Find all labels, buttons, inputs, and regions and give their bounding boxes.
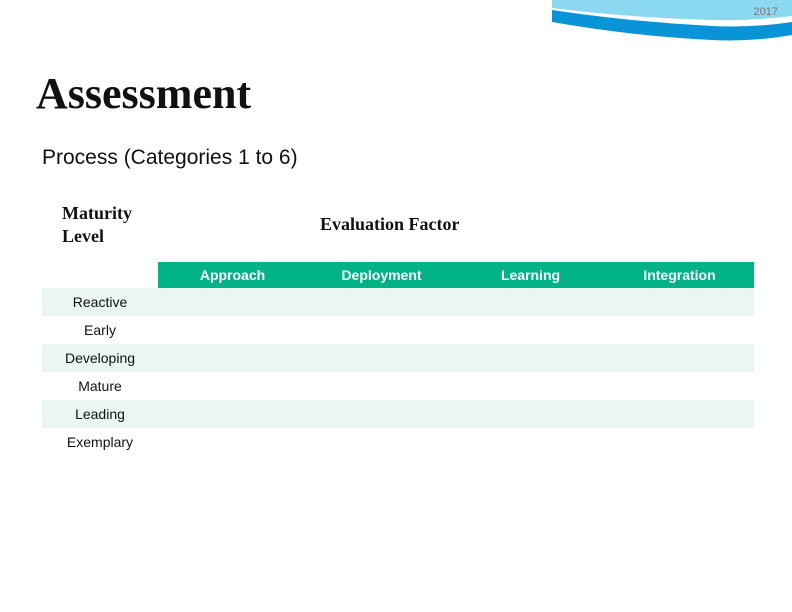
col-header-learning: Learning [456,262,605,288]
cell [307,344,456,372]
cell [605,344,754,372]
row-label-early: Early [42,316,158,344]
maturity-label-line2: Level [62,226,104,246]
table-row: Mature [42,372,754,400]
table-row: Developing [42,344,754,372]
cell [456,400,605,428]
subtitle: Process (Categories 1 to 6) [42,146,298,170]
matrix-header-row: Approach Deployment Learning Integration [42,262,754,288]
maturity-level-label: Maturity Level [62,202,132,247]
maturity-label-line1: Maturity [62,203,132,223]
table-row: Early [42,316,754,344]
cell [456,316,605,344]
table-row: Leading [42,400,754,428]
col-header-deployment: Deployment [307,262,456,288]
row-label-exemplary: Exemplary [42,428,158,456]
col-header-integration: Integration [605,262,754,288]
table-row: Reactive [42,288,754,316]
cell [605,288,754,316]
matrix-corner-cell [42,262,158,288]
cell [605,372,754,400]
matrix-body: Reactive Early Developing Mature [42,288,754,456]
cell [158,428,307,456]
cell [605,316,754,344]
cell [307,316,456,344]
cell [307,288,456,316]
cell [158,372,307,400]
cell [158,344,307,372]
cell [456,372,605,400]
row-label-leading: Leading [42,400,158,428]
table-row: Exemplary [42,428,754,456]
cell [158,400,307,428]
page-title: Assessment [36,68,251,119]
row-label-reactive: Reactive [42,288,158,316]
assessment-matrix: Approach Deployment Learning Integration… [42,262,754,456]
evaluation-factor-label: Evaluation Factor [320,214,460,235]
cell [307,400,456,428]
cell [307,428,456,456]
row-label-developing: Developing [42,344,158,372]
cell [456,288,605,316]
year-label: 2017 [754,6,778,18]
cell [456,428,605,456]
cell [158,316,307,344]
row-label-mature: Mature [42,372,158,400]
cell [605,428,754,456]
col-header-approach: Approach [158,262,307,288]
cell [158,288,307,316]
cell [307,372,456,400]
cell [605,400,754,428]
cell [456,344,605,372]
